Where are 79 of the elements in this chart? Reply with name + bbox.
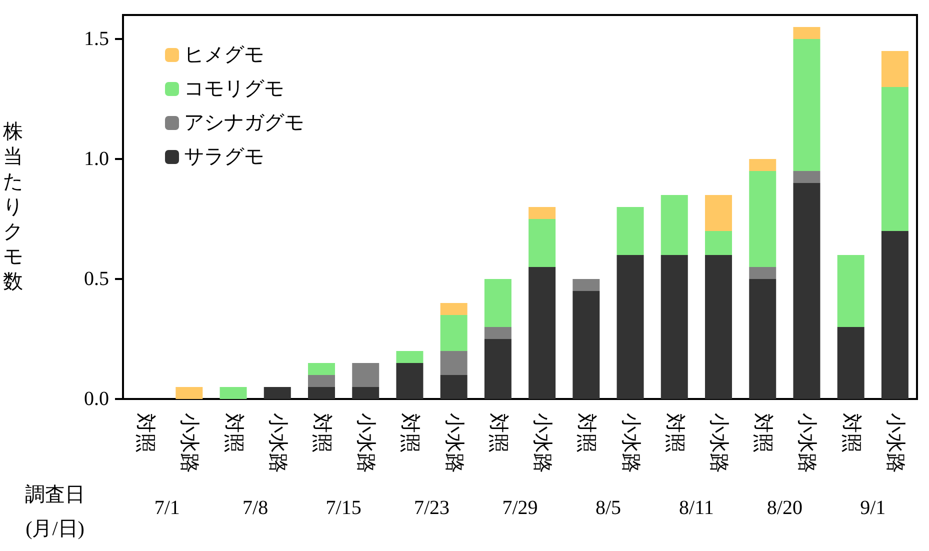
x-tick-label: 対照 (663, 413, 686, 453)
bar (352, 363, 380, 387)
bar (484, 327, 512, 339)
x-tick-label: 小水路 (354, 413, 377, 473)
legend-label: アシナガグモ (184, 112, 304, 134)
text: 7/29 (502, 497, 538, 519)
bar (396, 351, 424, 363)
text: 7/15 (326, 497, 362, 519)
x-tick-label: 小水路 (266, 413, 288, 473)
bar (793, 171, 820, 183)
bar (176, 387, 203, 399)
x-tick-label: 対照 (575, 413, 598, 453)
bar (705, 195, 732, 231)
x-axis-title: 調査日 (月/日) (25, 484, 85, 540)
bar (881, 51, 908, 87)
x-tick-label: 対照 (486, 413, 509, 453)
bar (749, 279, 776, 399)
bar (308, 387, 335, 399)
x-tick-label: 小水路 (708, 413, 730, 473)
bar (749, 159, 776, 171)
y-tick-label: 1.0 (84, 148, 109, 170)
x-tick-label: 小水路 (796, 413, 818, 473)
bar (484, 279, 512, 327)
text: 7/1 (154, 497, 180, 519)
text: 8/20 (766, 497, 802, 519)
y-tick-label: 0.0 (84, 388, 109, 410)
y-tick-label: 1.5 (84, 28, 109, 50)
bar (440, 303, 468, 315)
text: 7/23 (414, 497, 450, 519)
bar (220, 387, 247, 399)
bar (749, 267, 776, 279)
y-axis-title: 株当たりクモ数 (2, 121, 23, 293)
x-tick-label: 小水路 (442, 413, 465, 473)
bar (660, 255, 688, 399)
text: 7/8 (242, 497, 268, 519)
text: 8/5 (595, 497, 622, 519)
x-tick-label: 対照 (310, 413, 332, 453)
bar (837, 255, 864, 327)
legend-label: コモリグモ (184, 78, 284, 100)
x-tick-label: 小水路 (619, 413, 642, 473)
bar (528, 267, 556, 399)
x-tick-label: 対照 (398, 413, 421, 453)
bar (793, 27, 820, 39)
bar (837, 327, 864, 399)
bar (396, 363, 424, 399)
x-tick-label: 対照 (840, 413, 862, 453)
bar (881, 87, 908, 231)
bar (352, 387, 380, 399)
bar (264, 387, 291, 399)
bar (440, 351, 468, 375)
y-tick-label: 0.5 (84, 268, 109, 290)
bar (528, 207, 556, 219)
text: 8/11 (679, 497, 714, 519)
bar (793, 183, 820, 399)
x-tick-label: 小水路 (178, 413, 200, 473)
legend-label: ヒメグモ (184, 44, 264, 66)
x-tick-label: 小水路 (531, 413, 554, 473)
bar (705, 231, 732, 255)
bar (572, 279, 600, 291)
bar (749, 171, 776, 267)
x-tick-label: 対照 (752, 413, 774, 453)
x-tick-label: 小水路 (884, 413, 906, 473)
legend-label: サラグモ (184, 146, 264, 168)
bar (308, 375, 335, 387)
x-tick-label: 対照 (222, 413, 244, 453)
x-tick-label: 対照 (134, 413, 156, 453)
bar (484, 339, 512, 399)
bar (440, 375, 468, 399)
bar (572, 291, 600, 399)
bar (308, 363, 335, 375)
bar (881, 231, 908, 399)
bar (793, 39, 820, 171)
bar (440, 315, 468, 351)
bar (616, 255, 644, 399)
bar (528, 219, 556, 267)
bar (660, 195, 688, 255)
bar (705, 255, 732, 399)
bar (616, 207, 644, 255)
text: 9/1 (860, 497, 886, 519)
